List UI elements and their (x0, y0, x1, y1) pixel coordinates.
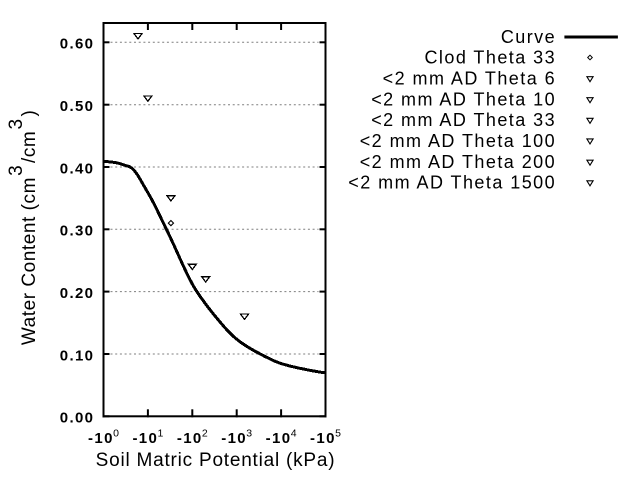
svg-text:0.30: 0.30 (60, 223, 95, 240)
svg-text:-103: -103 (221, 428, 252, 448)
svg-text:<2 mm AD Theta 10: <2 mm AD Theta 10 (371, 90, 556, 110)
svg-text:<2 mm AD Theta 6: <2 mm AD Theta 6 (383, 69, 556, 89)
svg-text:Soil Matric Potential (kPa): Soil Matric Potential (kPa) (96, 450, 336, 471)
svg-text:-100: -100 (88, 428, 119, 448)
svg-text:0.50: 0.50 (60, 98, 95, 115)
svg-text:Clod Theta 33: Clod Theta 33 (424, 47, 556, 67)
svg-text:<2 mm AD Theta 33: <2 mm AD Theta 33 (371, 110, 556, 130)
svg-text:0.40: 0.40 (60, 160, 95, 177)
svg-text:<2 mm AD Theta 1500: <2 mm AD Theta 1500 (348, 173, 556, 193)
svg-text:0.00: 0.00 (60, 410, 95, 427)
svg-text:-102: -102 (177, 428, 208, 448)
svg-text:Curve: Curve (501, 27, 556, 47)
svg-text:<2 mm AD Theta 200: <2 mm AD Theta 200 (360, 152, 556, 172)
svg-text:-101: -101 (132, 428, 163, 448)
svg-text:-105: -105 (310, 428, 341, 448)
svg-text:<2 mm AD Theta 100: <2 mm AD Theta 100 (360, 131, 556, 151)
svg-text:0.20: 0.20 (60, 285, 95, 302)
svg-text:0.10: 0.10 (60, 347, 95, 364)
svg-text:0.60: 0.60 (60, 36, 95, 53)
svg-text:-104: -104 (266, 428, 297, 448)
